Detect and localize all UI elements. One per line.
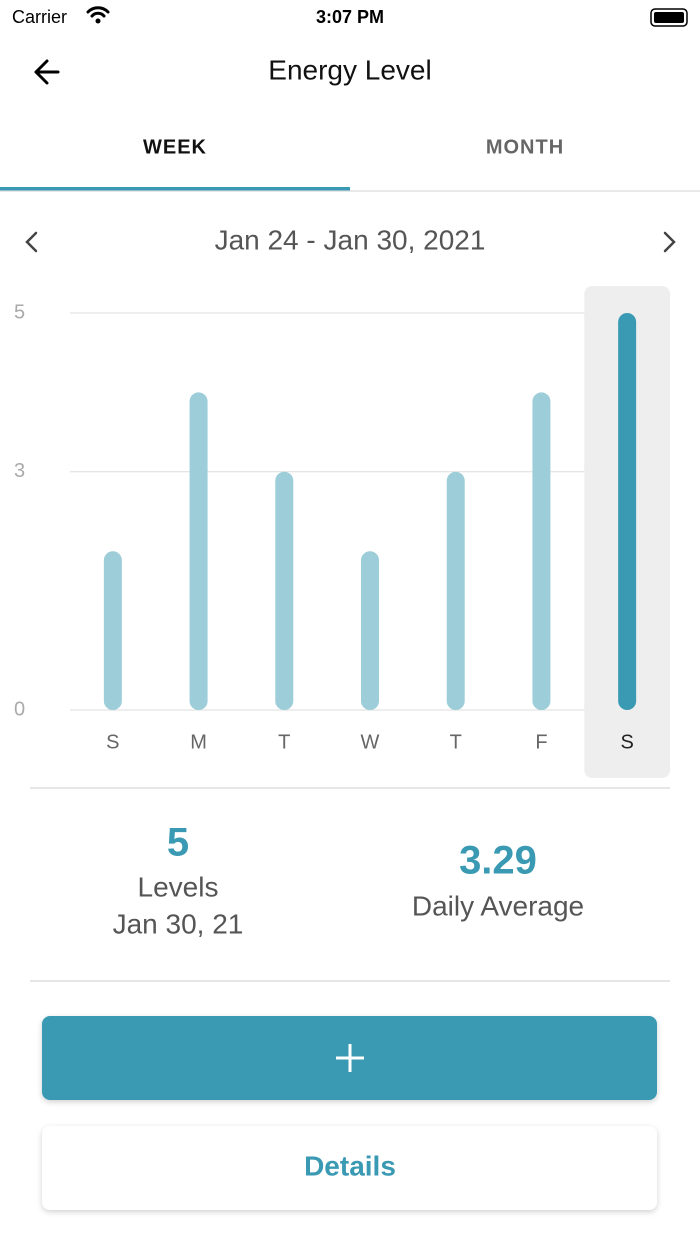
tab-indicator [0, 187, 350, 191]
date-range: Jan 24 - Jan 30, 2021 [215, 224, 486, 255]
selected-label: Levels [138, 871, 219, 902]
battery-level [654, 12, 684, 23]
selected-value: 5 [167, 821, 189, 865]
bar[interactable] [361, 551, 379, 710]
bar[interactable] [446, 471, 465, 710]
average-value: 3.29 [459, 839, 537, 883]
plus-icon [336, 1044, 364, 1072]
details-label: Details [304, 1150, 396, 1181]
x-tick-label: M [190, 731, 207, 753]
x-tick-label: T [450, 731, 462, 753]
selected-date: Jan 30, 21 [113, 908, 244, 939]
x-tick-label: F [535, 731, 547, 753]
bar[interactable] [618, 313, 637, 710]
next-week[interactable] [663, 231, 676, 253]
y-tick-label: 3 [14, 460, 25, 482]
wifi-icon [86, 6, 110, 18]
x-tick-label: S [106, 731, 119, 753]
wifi-dot [95, 18, 101, 24]
y-tick-label: 0 [14, 698, 25, 720]
battery [650, 8, 688, 27]
y-tick-label: 5 [14, 301, 25, 323]
bar[interactable] [189, 392, 208, 710]
back-button[interactable] [34, 59, 60, 85]
time: 3:07 PM [316, 7, 384, 27]
x-tick-label: W [361, 731, 380, 753]
prev-week[interactable] [25, 231, 38, 253]
tab[interactable]: WEEK [143, 136, 207, 158]
bar[interactable] [275, 471, 294, 710]
tab[interactable]: MONTH [486, 136, 564, 158]
bar[interactable] [103, 551, 122, 710]
details-button[interactable] [42, 1126, 657, 1210]
bar[interactable] [532, 392, 551, 710]
page-title: Energy Level [268, 54, 431, 85]
x-tick-label: T [278, 731, 290, 753]
carrier: Carrier [12, 7, 67, 27]
average-label: Daily Average [412, 890, 584, 921]
x-tick-label: S [620, 731, 633, 753]
